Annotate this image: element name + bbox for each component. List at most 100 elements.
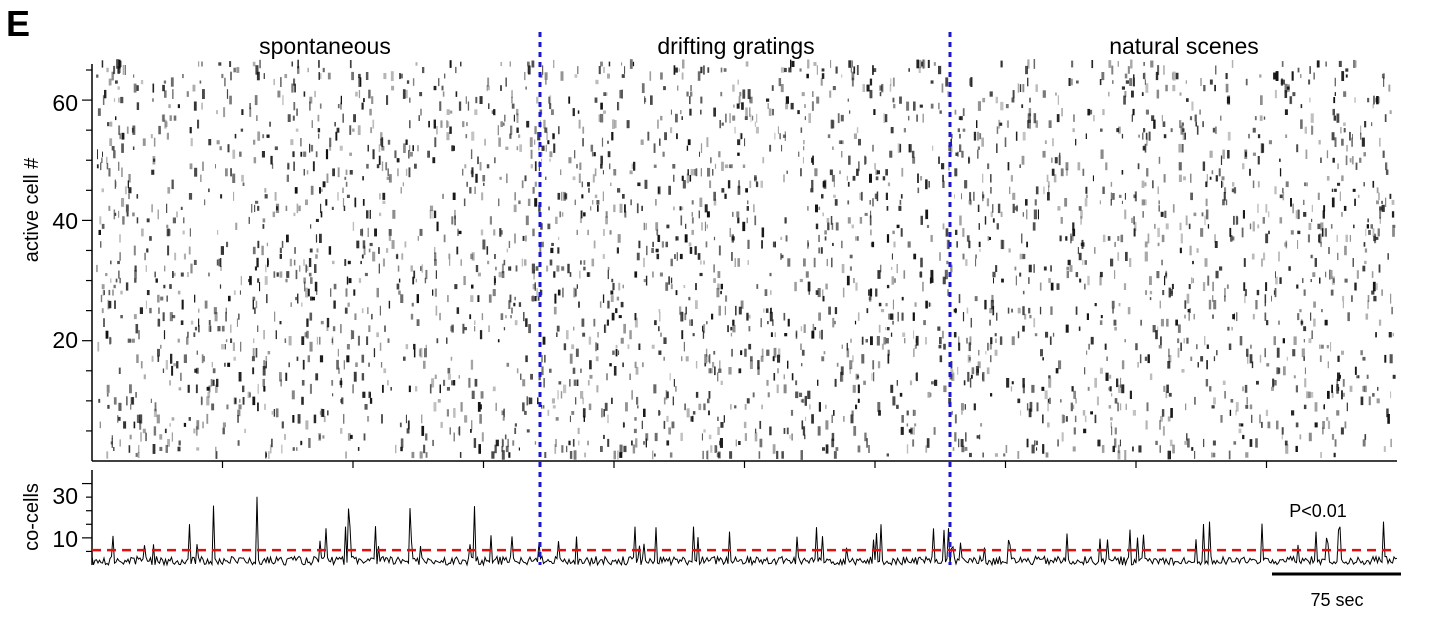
raster-event <box>877 270 881 279</box>
raster-event <box>893 103 896 109</box>
raster-event <box>588 187 590 193</box>
raster-event <box>1071 78 1073 86</box>
raster-event <box>471 131 475 141</box>
raster-event <box>682 59 685 69</box>
raster-event <box>549 103 552 110</box>
raster-event <box>1331 197 1335 208</box>
raster-event <box>1087 386 1090 391</box>
raster-event <box>1145 290 1147 295</box>
raster-event <box>450 326 454 332</box>
raster-event <box>770 290 772 295</box>
raster-event <box>1224 288 1226 298</box>
raster-event <box>1179 247 1182 254</box>
raster-event <box>950 369 954 373</box>
raster-event <box>1143 72 1146 80</box>
raster-event <box>663 420 666 429</box>
raster-event <box>579 270 581 279</box>
raster-event <box>1159 300 1161 309</box>
raster-event <box>1014 206 1017 211</box>
raster-event <box>237 415 239 423</box>
raster-event <box>1131 217 1133 224</box>
raster-event <box>1227 326 1230 331</box>
raster-event <box>654 453 656 457</box>
raster-event <box>119 252 121 261</box>
raster-event <box>800 450 803 460</box>
raster-event <box>1242 386 1244 392</box>
raster-event <box>1292 203 1294 214</box>
raster-event <box>189 228 191 237</box>
raster-event <box>362 391 366 398</box>
raster-event <box>532 187 535 194</box>
raster-event <box>534 181 537 187</box>
raster-event <box>1093 115 1095 122</box>
raster-event <box>1186 293 1190 304</box>
raster-event <box>119 60 122 68</box>
raster-event <box>253 139 256 145</box>
raster-event <box>532 228 535 237</box>
raster-event <box>759 438 763 448</box>
raster-event <box>1243 282 1246 291</box>
raster-event <box>1125 403 1127 410</box>
raster-event <box>630 199 632 206</box>
raster-event <box>913 330 915 339</box>
raster-event <box>167 245 170 256</box>
raster-event <box>121 198 125 207</box>
raster-event <box>1111 426 1113 436</box>
raster-event <box>712 169 714 176</box>
raster-event <box>164 119 167 129</box>
raster-event <box>1310 254 1313 259</box>
raster-event <box>545 176 547 180</box>
raster-event <box>581 194 584 199</box>
raster-event <box>196 447 200 451</box>
raster-event <box>511 90 513 98</box>
raster-event <box>865 339 868 343</box>
raster-event <box>1238 423 1242 427</box>
raster-event <box>583 266 586 271</box>
raster-event <box>136 414 140 423</box>
raster-event <box>640 139 644 145</box>
raster-event <box>717 426 720 435</box>
raster-event <box>1279 158 1281 162</box>
raster-event <box>1120 234 1124 243</box>
raster-event <box>158 125 161 135</box>
raster-event <box>225 339 228 343</box>
raster-event <box>874 193 878 200</box>
raster-event <box>851 410 854 416</box>
raster-event <box>1006 120 1009 128</box>
raster-event <box>307 67 309 73</box>
raster-event <box>1331 434 1335 440</box>
raster-event <box>123 421 127 429</box>
raster-event <box>1110 199 1112 206</box>
raster-event <box>663 397 666 405</box>
raster-event <box>201 354 204 364</box>
raster-event <box>1133 74 1135 78</box>
raster-event <box>602 170 604 175</box>
raster-event <box>959 133 961 139</box>
raster-event <box>966 307 969 314</box>
raster-event <box>747 200 749 205</box>
raster-event <box>1196 344 1198 350</box>
raster-event <box>344 176 347 180</box>
raster-event <box>262 134 265 139</box>
raster-event <box>799 278 803 283</box>
raster-event <box>134 278 137 283</box>
raster-event <box>670 109 672 115</box>
raster-event <box>319 187 321 194</box>
raster-event <box>846 275 850 286</box>
raster-event <box>1101 72 1105 81</box>
raster-event <box>1274 89 1277 99</box>
raster-event <box>1052 332 1055 337</box>
raster-event <box>396 253 399 260</box>
raster-event <box>1310 113 1314 123</box>
raster-event <box>747 239 750 249</box>
raster-event <box>825 444 829 454</box>
raster-event <box>1336 384 1339 394</box>
raster-event <box>406 428 410 434</box>
raster-event <box>829 90 832 98</box>
raster-event <box>302 359 305 370</box>
raster-event <box>356 240 360 249</box>
raster-event <box>831 222 834 230</box>
raster-event <box>1050 306 1053 315</box>
raster-event <box>1014 266 1017 271</box>
raster-event <box>500 121 503 127</box>
